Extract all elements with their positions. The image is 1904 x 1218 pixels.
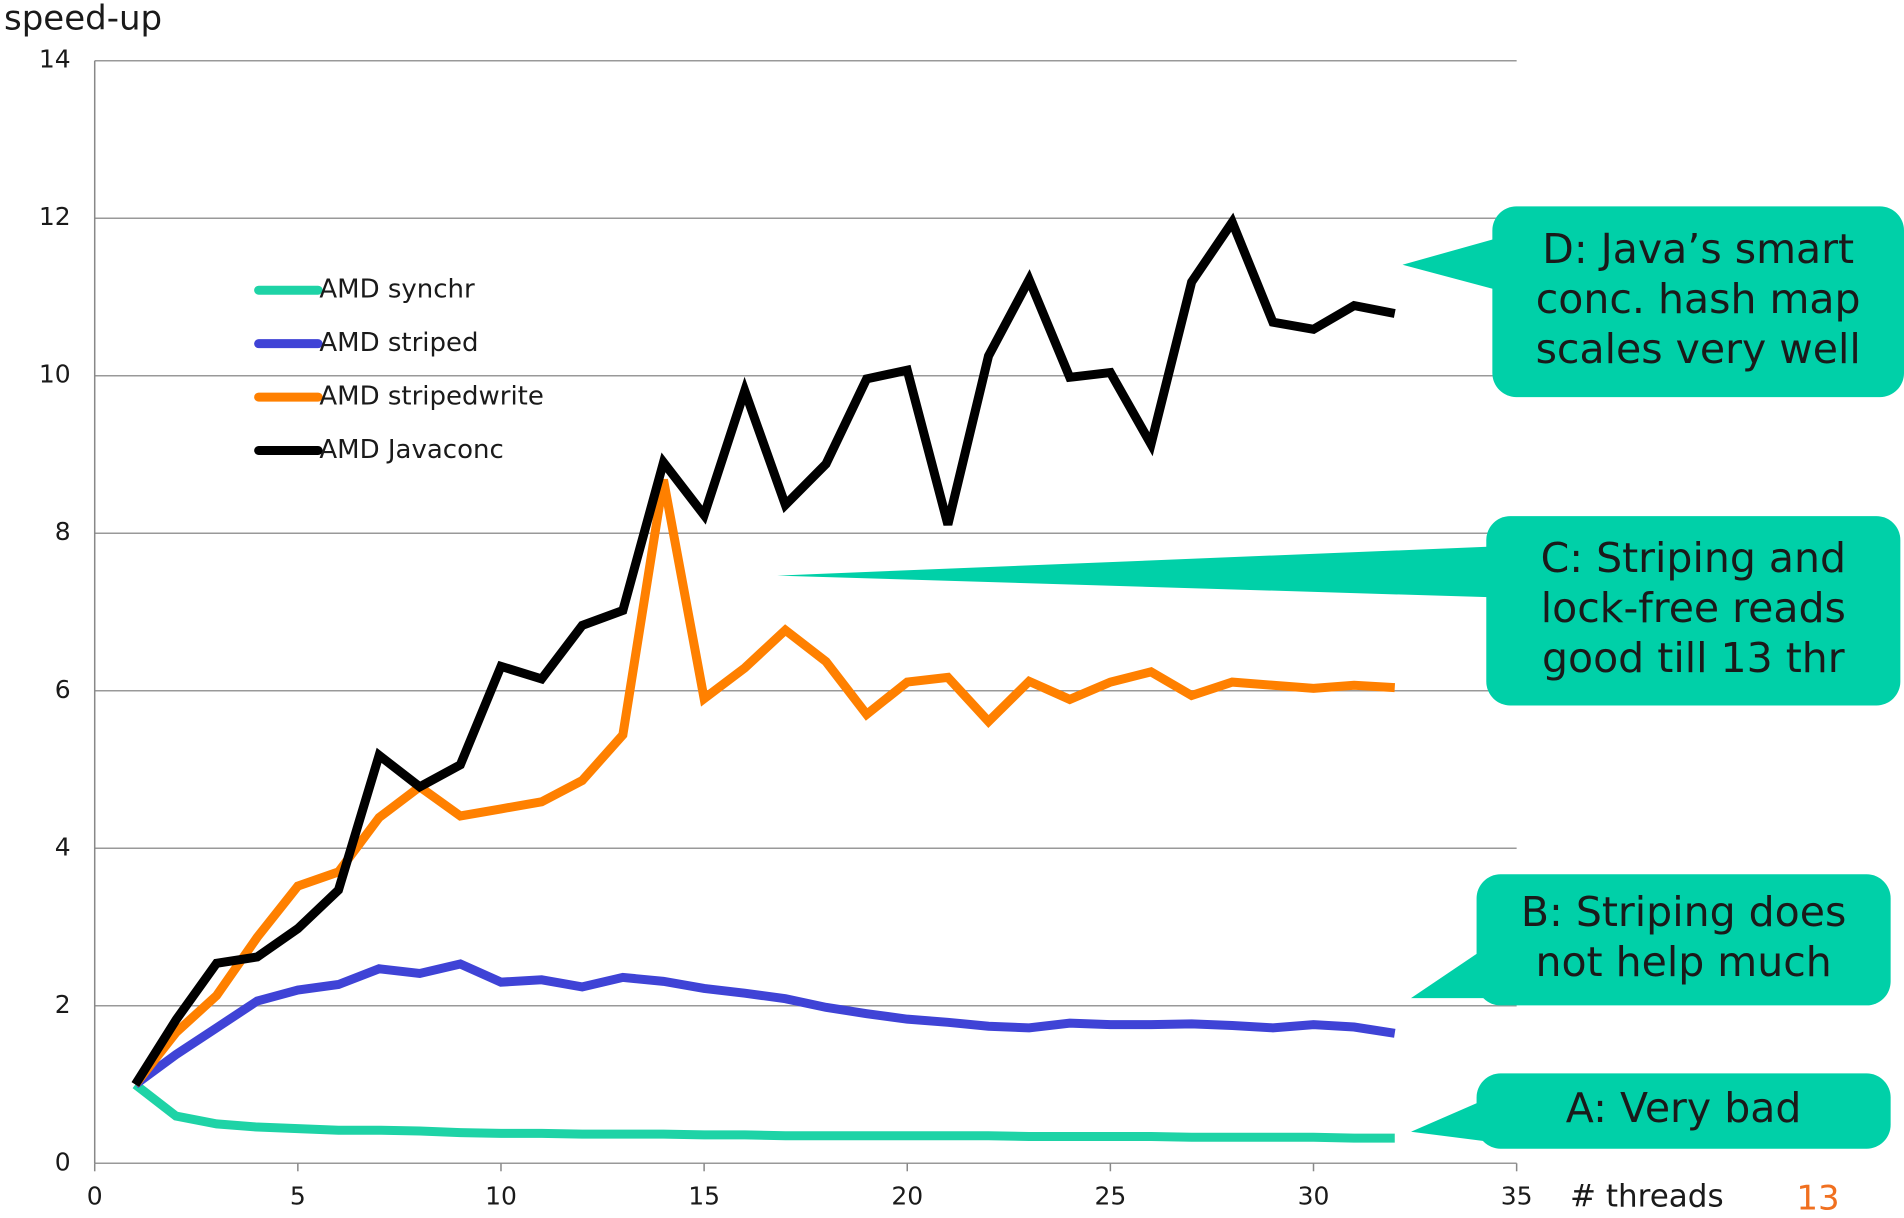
- series-line: [132, 959, 1396, 1089]
- series-line: [131, 212, 1396, 1087]
- legend-label: AMD stripedwrite: [319, 382, 544, 412]
- callout-text: scales very well: [1536, 325, 1861, 373]
- x-tick-label: 0: [87, 1181, 103, 1210]
- x-tick-label: 35: [1501, 1181, 1533, 1210]
- callout-pointer: [1411, 1098, 1487, 1142]
- legend-label: AMD Javaconc: [319, 435, 503, 465]
- callout-box: [1476, 1073, 1891, 1149]
- y-tick-label: 2: [55, 990, 71, 1019]
- callout-text: A: Very bad: [1566, 1084, 1802, 1132]
- callout-pointer: [1411, 947, 1487, 999]
- x-tick-label: 20: [891, 1181, 923, 1210]
- x-axis-label: # threads: [1570, 1179, 1724, 1215]
- y-tick-label: 12: [39, 202, 71, 231]
- callout-box: [1486, 516, 1901, 706]
- x-tick-label: 10: [485, 1181, 517, 1210]
- callout-text: B: Striping does: [1521, 888, 1846, 936]
- callout-text: D: Java’s smart: [1542, 225, 1854, 273]
- y-tick-label: 0: [55, 1147, 71, 1176]
- legend-label: AMD synchr: [319, 275, 475, 305]
- x-tick-label: 5: [290, 1181, 306, 1210]
- callout-text: good till 13 thr: [1542, 634, 1845, 682]
- callout-box: [1476, 874, 1891, 1006]
- callout-text: lock-free reads: [1541, 584, 1846, 632]
- y-tick-label: 10: [39, 360, 71, 389]
- x-tick-label: 25: [1094, 1181, 1126, 1210]
- x-tick-label: 30: [1298, 1181, 1330, 1210]
- callout-text: C: Striping and: [1541, 534, 1846, 582]
- legend-label: AMD striped: [319, 328, 478, 358]
- y-tick-label: 14: [39, 45, 71, 74]
- y-tick-label: 8: [55, 517, 71, 546]
- callout-pointer: [777, 546, 1497, 598]
- callout-text: conc. hash map: [1536, 275, 1861, 323]
- callout-pointer: [1402, 236, 1503, 292]
- series-line: [132, 1080, 1395, 1143]
- y-tick-label: 6: [55, 675, 71, 704]
- callout-box: [1492, 206, 1904, 398]
- callout-text: not help much: [1535, 938, 1831, 986]
- y-tick-label: 4: [55, 832, 71, 861]
- x-tick-label: 15: [688, 1181, 720, 1210]
- y-axis-label: speed-up: [4, 0, 162, 39]
- page-number: 13: [1796, 1179, 1839, 1218]
